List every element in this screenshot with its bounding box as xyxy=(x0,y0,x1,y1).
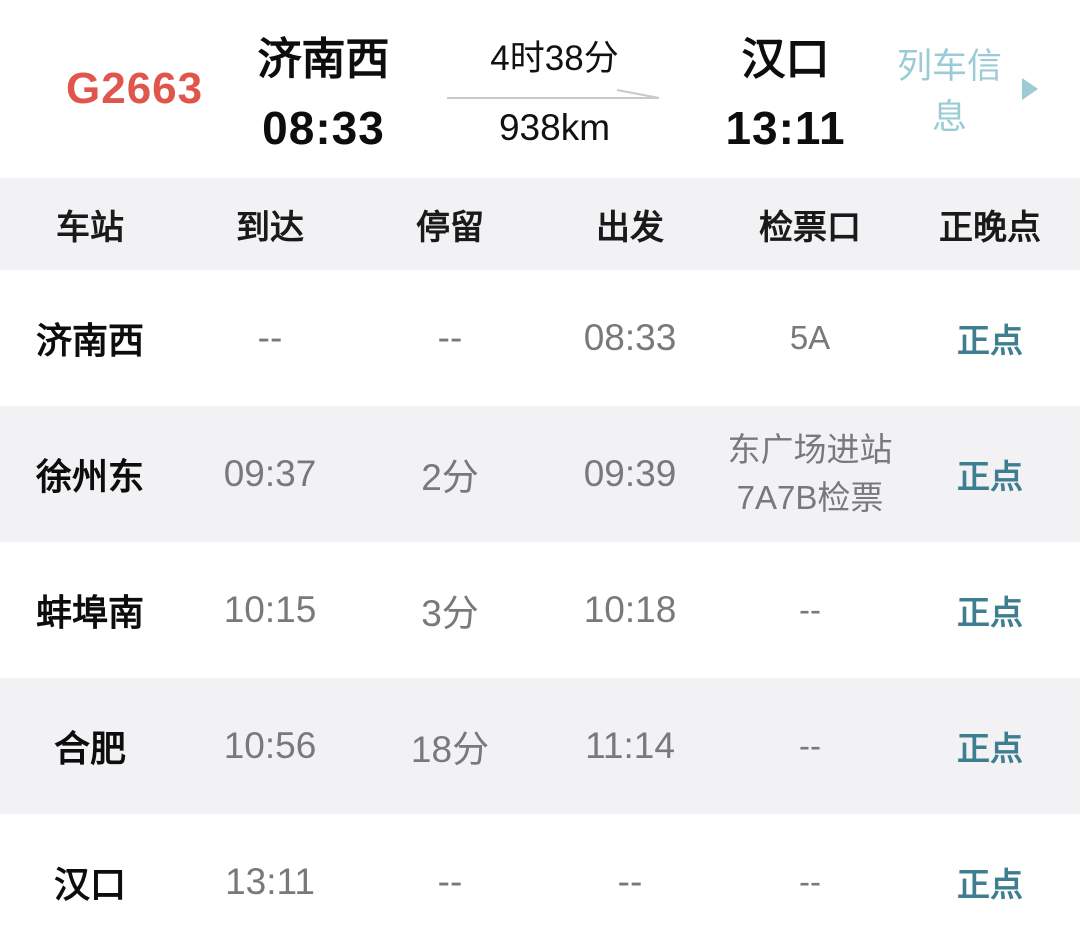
table-row: 合肥 10:56 18分 11:14 -- 正点 xyxy=(0,678,1080,814)
arrival-value: 13:11 xyxy=(225,861,315,902)
station-name: 济南西 xyxy=(35,320,144,361)
arrival-endpoint: 汉口 13:11 xyxy=(678,23,893,155)
depart-value: 09:39 xyxy=(583,453,677,494)
station-name: 蚌埠南 xyxy=(35,592,144,633)
depart-value: 11:14 xyxy=(585,725,675,766)
table-row: 济南西 -- -- 08:33 5A 正点 xyxy=(0,270,1080,406)
gate-value: -- xyxy=(799,863,821,901)
column-header-station: 车站 xyxy=(56,208,124,247)
gate-value: -- xyxy=(799,591,821,629)
status-badge: 正点 xyxy=(957,594,1023,631)
station-name: 合肥 xyxy=(53,728,126,769)
depart-value: 10:18 xyxy=(583,589,677,630)
stop-value: -- xyxy=(437,317,463,358)
table-row: 汉口 13:11 -- -- -- 正点 xyxy=(0,814,1080,950)
stop-value: -- xyxy=(437,861,463,902)
trip-distance: 938km xyxy=(498,106,611,148)
arrival-value: 09:37 xyxy=(223,453,317,494)
station-name: 汉口 xyxy=(53,864,126,905)
station-name: 徐州东 xyxy=(35,456,144,497)
status-badge: 正点 xyxy=(957,866,1023,903)
table-row: 徐州东 09:37 2分 09:39 东广场进站 7A7B检票 正点 xyxy=(0,406,1080,542)
table-body: 济南西 -- -- 08:33 5A 正点 徐州东 09:37 2分 09:39… xyxy=(0,270,1080,950)
column-header-arrival: 到达 xyxy=(236,208,304,247)
stop-value: 18分 xyxy=(410,729,490,770)
status-badge: 正点 xyxy=(957,458,1023,495)
arrival-time: 13:11 xyxy=(725,102,846,154)
departure-station-name: 济南西 xyxy=(257,35,390,84)
gate-value: -- xyxy=(799,727,821,765)
train-info-label: 列车信息 xyxy=(896,47,1002,137)
departure-time: 08:33 xyxy=(262,102,385,154)
depart-value: 08:33 xyxy=(583,317,677,358)
status-badge: 正点 xyxy=(957,730,1023,767)
duration-distance-block: 4时38分 938km xyxy=(437,30,672,149)
departure-endpoint: 济南西 08:33 xyxy=(216,23,431,155)
route-arrow-icon xyxy=(447,88,660,99)
train-number: G2663 xyxy=(66,64,204,113)
stop-value: 2分 xyxy=(421,457,479,498)
stop-value: 3分 xyxy=(421,593,479,634)
table-header-row: 车站 到达 停留 出发 检票口 正晚点 xyxy=(0,178,1080,270)
arrival-station-name: 汉口 xyxy=(741,35,830,84)
column-header-gate: 检票口 xyxy=(759,208,861,247)
trip-duration: 4时38分 xyxy=(490,38,619,78)
table-row: 蚌埠南 10:15 3分 10:18 -- 正点 xyxy=(0,542,1080,678)
arrival-value: 10:56 xyxy=(223,725,317,766)
chevron-right-icon xyxy=(1022,78,1038,100)
gate-value: 东广场进站 7A7B检票 xyxy=(727,431,893,516)
trip-summary-header: G2663 济南西 08:33 4时38分 938km 汉口 13:11 列车信… xyxy=(0,0,1080,178)
arrival-value: -- xyxy=(257,317,283,358)
column-header-depart: 出发 xyxy=(596,208,664,247)
gate-value: 5A xyxy=(789,319,831,357)
status-badge: 正点 xyxy=(957,322,1023,359)
column-header-status: 正晚点 xyxy=(939,208,1041,247)
depart-value: -- xyxy=(617,861,643,902)
column-header-stop: 停留 xyxy=(416,208,484,247)
train-info-link[interactable]: 列车信息 xyxy=(893,38,1038,140)
arrival-value: 10:15 xyxy=(223,589,317,630)
